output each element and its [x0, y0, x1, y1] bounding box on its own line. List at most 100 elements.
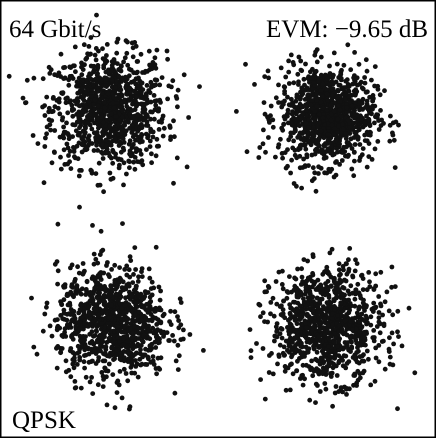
constellation-point	[290, 146, 295, 151]
constellation-point	[338, 108, 343, 113]
constellation-point	[261, 127, 266, 132]
constellation-point	[148, 139, 153, 144]
constellation-point	[137, 310, 142, 315]
constellation-point	[72, 356, 77, 361]
constellation-point	[248, 327, 253, 332]
constellation-point	[123, 303, 128, 308]
constellation-point	[281, 299, 286, 304]
constellation-point	[158, 321, 163, 326]
constellation-point	[352, 334, 357, 339]
constellation-point	[283, 117, 288, 122]
constellation-point	[284, 388, 289, 393]
constellation-point	[107, 274, 112, 279]
constellation-point	[70, 362, 75, 367]
constellation-point	[280, 282, 285, 287]
constellation-point	[364, 314, 369, 319]
constellation-point	[310, 178, 315, 183]
constellation-point	[112, 59, 117, 64]
constellation-point	[100, 309, 105, 314]
constellation-point	[134, 95, 139, 100]
constellation-point	[376, 118, 381, 123]
constellation-point	[295, 95, 300, 100]
constellation-point	[279, 105, 284, 110]
constellation-point	[325, 92, 330, 97]
constellation-point	[153, 55, 158, 60]
constellation-point	[377, 315, 382, 320]
constellation-point	[153, 99, 158, 104]
constellation-point	[109, 284, 114, 289]
constellation-point	[352, 111, 357, 116]
constellation-point	[65, 110, 70, 115]
constellation-point	[117, 166, 122, 171]
constellation-point	[152, 362, 157, 367]
constellation-point	[266, 117, 271, 122]
constellation-point	[161, 313, 166, 318]
constellation-point	[165, 57, 170, 62]
constellation-point	[71, 145, 76, 150]
constellation-point	[62, 311, 67, 316]
constellation-point	[61, 65, 66, 70]
constellation-point	[154, 322, 159, 327]
constellation-point	[75, 264, 80, 269]
constellation-point	[101, 189, 106, 194]
constellation-point	[328, 169, 333, 174]
constellation-point	[149, 151, 154, 156]
constellation-point	[113, 136, 118, 141]
constellation-point	[326, 344, 331, 349]
constellation-point	[89, 94, 94, 99]
constellation-point	[45, 125, 50, 130]
constellation-point	[340, 158, 345, 163]
constellation-point	[119, 92, 124, 97]
constellation-point	[100, 151, 105, 156]
constellation-point	[136, 294, 141, 299]
constellation-point	[285, 164, 290, 169]
constellation-point	[326, 288, 331, 293]
constellation-point	[318, 310, 323, 315]
constellation-point	[321, 106, 326, 111]
constellation-point	[298, 145, 303, 150]
constellation-point	[291, 371, 296, 376]
constellation-point	[354, 89, 359, 94]
constellation-point	[70, 263, 75, 268]
constellation-point	[144, 101, 149, 106]
constellation-point	[110, 63, 115, 68]
constellation-point	[169, 322, 174, 327]
constellation-point	[262, 278, 267, 283]
constellation-point	[299, 266, 304, 271]
constellation-point	[329, 118, 334, 123]
constellation-point	[311, 308, 316, 313]
constellation-point	[81, 94, 86, 99]
constellation-point	[61, 125, 66, 130]
constellation-point	[271, 125, 276, 130]
constellation-point	[154, 333, 159, 338]
constellation-point	[387, 309, 392, 314]
constellation-point	[64, 358, 69, 363]
constellation-point	[98, 348, 103, 353]
constellation-point	[318, 389, 323, 394]
constellation-point	[373, 271, 378, 276]
constellation-point	[344, 387, 349, 392]
constellation-point	[346, 140, 351, 145]
constellation-point	[125, 40, 130, 45]
constellation-point	[148, 343, 153, 348]
constellation-point	[316, 164, 321, 169]
constellation-point	[141, 333, 146, 338]
constellation-point	[348, 335, 353, 340]
constellation-point	[100, 130, 105, 135]
constellation-point	[298, 102, 303, 107]
constellation-point	[378, 330, 383, 335]
constellation-point	[99, 321, 104, 326]
constellation-point	[280, 327, 285, 332]
constellation-point	[119, 319, 124, 324]
constellation-point	[367, 279, 372, 284]
constellation-point	[92, 64, 97, 69]
constellation-point	[55, 366, 60, 371]
constellation-point	[278, 343, 283, 348]
constellation-point	[148, 144, 153, 149]
constellation-point	[136, 375, 141, 380]
constellation-point	[332, 356, 337, 361]
constellation-point	[48, 324, 53, 329]
constellation-point	[65, 293, 70, 298]
constellation-point	[245, 149, 250, 154]
constellation-point	[116, 122, 121, 127]
